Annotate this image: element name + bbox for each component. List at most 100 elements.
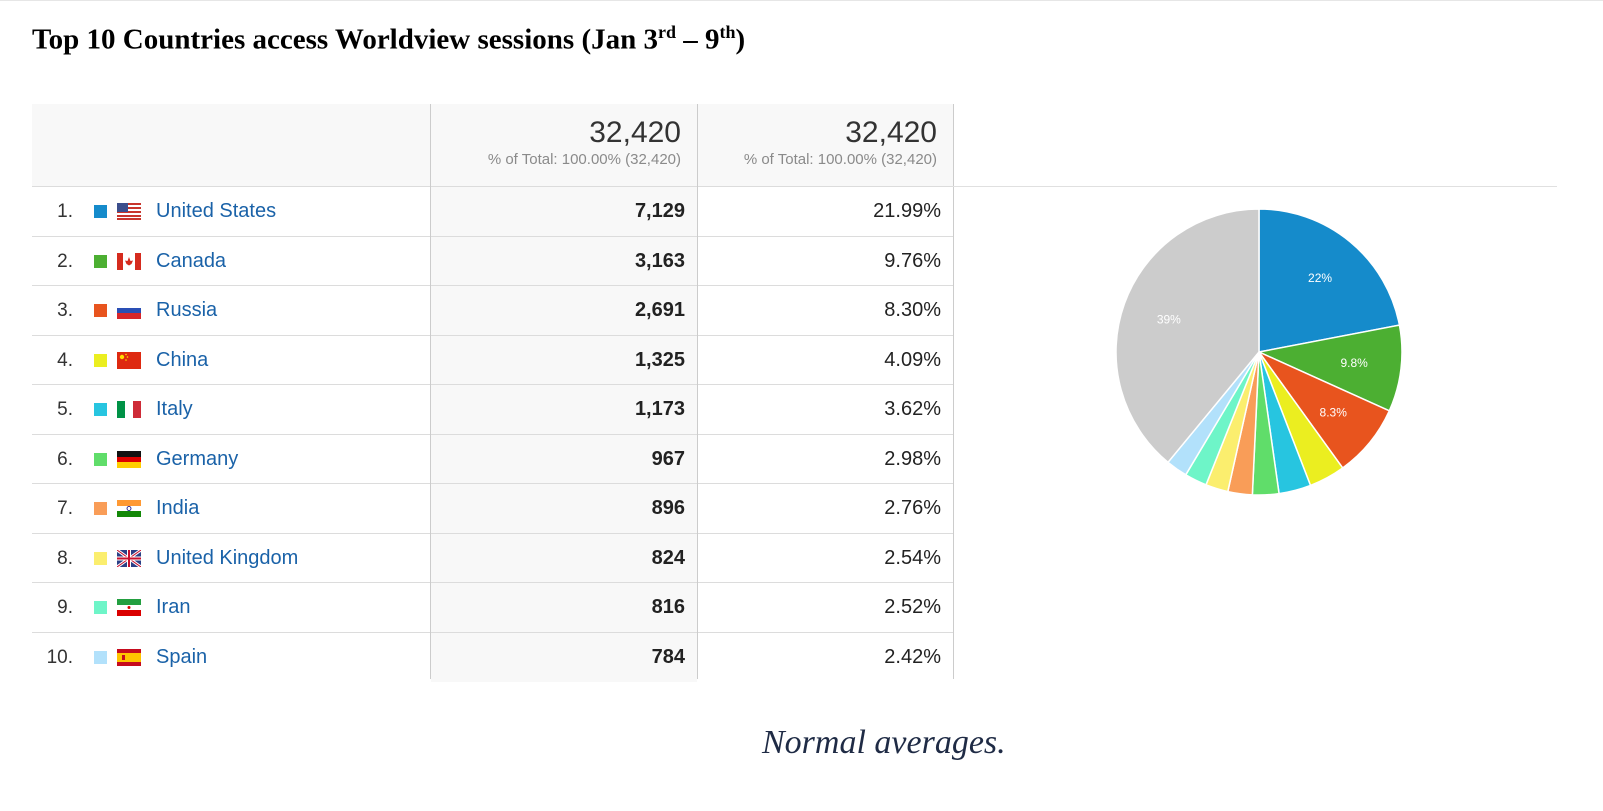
ru-flag-icon <box>117 302 141 319</box>
country-cell: 3. Russia <box>32 286 431 335</box>
country-cell: 8. United Kingdom <box>32 533 431 583</box>
country-link[interactable]: Italy <box>156 398 193 420</box>
rank-label: 10. <box>46 646 73 668</box>
country-cell: 5. Italy <box>32 385 431 434</box>
sessions-value: 3,163 <box>634 249 685 272</box>
percent-cell: 21.99% <box>697 187 953 236</box>
rank-label: 1. <box>57 201 73 222</box>
percent-value: 8.30% <box>884 299 941 321</box>
table-row: 8. United Kingdom 824 2.54% <box>32 532 953 583</box>
country-link[interactable]: United Kingdom <box>156 546 299 569</box>
table-row: 6. Germany 967 2.98% <box>32 433 953 484</box>
table-row: 3. Russia 2,691 8.30% <box>32 285 953 335</box>
column-divider <box>697 104 698 679</box>
country-cell: 1. United States <box>32 187 431 236</box>
sessions-cell: 824 <box>431 533 697 583</box>
country-link[interactable]: China <box>156 348 209 371</box>
percent-value: 2.98% <box>884 447 941 470</box>
caption: Normal averages. <box>762 724 1006 761</box>
percent-cell: 2.42% <box>697 632 953 682</box>
rank-label: 9. <box>57 597 73 618</box>
country-link[interactable]: India <box>156 497 200 519</box>
slice-label: 8.3% <box>1320 406 1348 420</box>
de-flag-icon <box>117 450 141 468</box>
slice-label: 9.8% <box>1340 356 1368 370</box>
country-link[interactable]: Spain <box>156 645 208 668</box>
country-cell: 4. China <box>32 335 431 385</box>
header-divider-extension <box>953 186 1557 187</box>
sessions-value: 967 <box>651 447 685 470</box>
slice-label: 22% <box>1308 271 1332 285</box>
country-link[interactable]: Canada <box>156 249 227 272</box>
sessions-cell: 2,691 <box>431 286 697 335</box>
table-row: 1. United States 7,129 21.99% <box>32 186 953 236</box>
percent-cell: 2.52% <box>697 583 953 632</box>
sessions-value: 816 <box>651 596 685 618</box>
pie-slice <box>1258 208 1401 353</box>
percent-cell: 2.76% <box>697 484 953 533</box>
sessions-cell: 816 <box>431 583 697 632</box>
table-row: 7. India 896 2.76% <box>32 483 953 533</box>
rank-label: 5. <box>57 399 73 420</box>
country-link[interactable]: Russia <box>156 299 218 321</box>
column-divider <box>953 104 954 679</box>
legend-swatch <box>94 403 107 416</box>
sessions-pie-chart: 22% 9.8% 8.3% 39% <box>1115 208 1403 496</box>
sessions-value: 7,129 <box>634 200 685 222</box>
legend-swatch <box>94 650 107 664</box>
rank-label: 4. <box>57 349 73 371</box>
slice-label: 39% <box>1157 313 1181 327</box>
column-divider <box>430 104 431 679</box>
legend-swatch <box>94 353 107 367</box>
legend-swatch <box>94 205 107 218</box>
in-flag-icon <box>117 500 141 517</box>
country-link[interactable]: Iran <box>156 596 191 618</box>
ca-flag-icon <box>117 252 141 270</box>
sessions-cell: 1,173 <box>431 385 697 434</box>
sessions-value: 784 <box>651 645 685 668</box>
percent-cell: 3.62% <box>697 385 953 434</box>
rank-label: 7. <box>57 498 73 519</box>
sessions-value: 896 <box>651 497 685 519</box>
pie-slice <box>1256 324 1403 412</box>
percent-value: 2.76% <box>884 497 941 519</box>
country-cell: 6. Germany <box>32 434 431 484</box>
table-row: 10. Spain 784 2.42% <box>32 631 953 682</box>
legend-swatch <box>94 551 107 565</box>
country-cell: 7. India <box>32 484 431 533</box>
sessions-total-note: % of Total: 100.00% (32,420) <box>487 151 681 168</box>
percent-value: 2.54% <box>884 546 941 569</box>
percent-value: 4.09% <box>884 348 941 371</box>
percent-cell: 8.30% <box>697 286 953 335</box>
sessions-value: 1,325 <box>634 348 685 371</box>
country-link[interactable]: United States <box>156 200 277 222</box>
country-cell: 2. Canada <box>32 236 431 286</box>
cn-flag-icon <box>117 351 141 369</box>
percent-cell: 2.54% <box>697 533 953 583</box>
percent-cell: 2.98% <box>697 434 953 484</box>
country-cell: 9. Iran <box>32 583 431 632</box>
sessions-value: 824 <box>651 546 685 569</box>
table-row: 5. Italy 1,173 3.62% <box>32 384 953 434</box>
table-row: 9. Iran 816 2.52% <box>32 582 953 632</box>
table-row: 4. China 1,325 4.09% <box>32 334 953 385</box>
us-flag-icon <box>117 203 141 220</box>
sessions-cell: 7,129 <box>431 187 697 236</box>
es-flag-icon <box>117 648 141 666</box>
header-percent-cell: 32,420 % of Total: 100.00% (32,420) <box>697 104 953 186</box>
sessions-value: 1,173 <box>634 398 685 420</box>
top-divider <box>0 0 1603 1</box>
legend-swatch <box>94 452 107 466</box>
legend-swatch <box>94 502 107 515</box>
legend-swatch <box>94 304 107 317</box>
ir-flag-icon <box>117 599 141 616</box>
header-sessions-cell: 32,420 % of Total: 100.00% (32,420) <box>431 104 697 186</box>
percent-cell: 9.76% <box>697 236 953 286</box>
sessions-cell: 967 <box>431 434 697 484</box>
country-link[interactable]: Germany <box>156 447 239 470</box>
rank-label: 8. <box>57 547 73 569</box>
percent-total-note: % of Total: 100.00% (32,420) <box>743 151 937 168</box>
percent-value: 2.42% <box>884 645 941 668</box>
country-cell: 10. Spain <box>32 632 431 682</box>
legend-swatch <box>94 601 107 614</box>
